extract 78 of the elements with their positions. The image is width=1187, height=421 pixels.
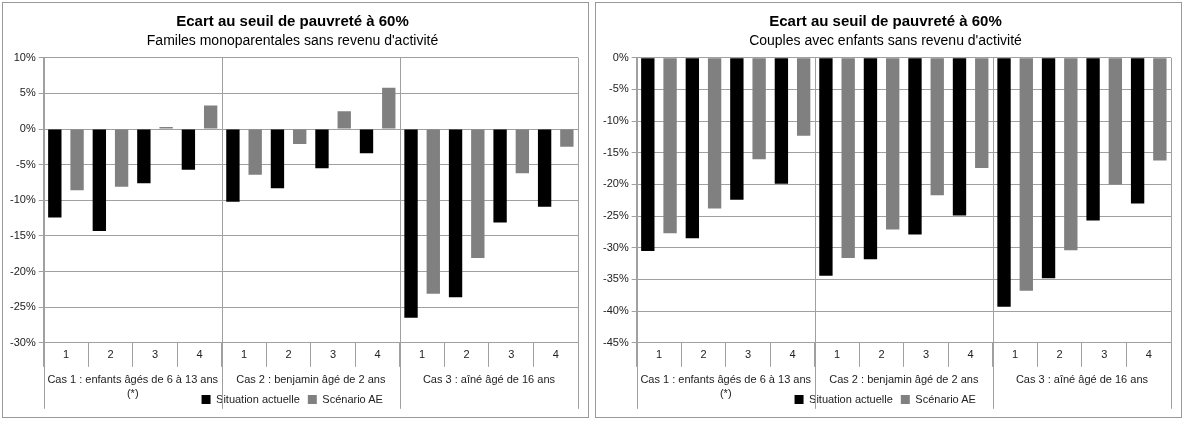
y-tick-label: -15% xyxy=(602,145,629,158)
x-tick-label: 2 xyxy=(1056,348,1063,361)
x-tick-label: 4 xyxy=(967,348,974,361)
y-tick-label: -40% xyxy=(602,304,629,317)
x-tick-label: 3 xyxy=(330,348,337,361)
bar xyxy=(404,129,418,318)
bar xyxy=(114,129,129,187)
chart-title: Ecart au seuil de pauvreté à 60% xyxy=(769,12,1002,30)
bar xyxy=(359,129,374,154)
bar xyxy=(537,129,552,207)
x-tick-label: 3 xyxy=(923,348,930,361)
legend-label: Scénario AE xyxy=(915,392,976,405)
legend-label: Situation actuelle xyxy=(809,392,893,405)
chart-subtitle: Familes monoparentales sans revenu d'activité xyxy=(146,32,439,49)
bar xyxy=(70,129,84,191)
legend-label: Situation actuelle xyxy=(216,392,300,405)
y-tick-label: -25% xyxy=(602,209,629,222)
bar xyxy=(293,129,307,145)
x-tick-label: 1 xyxy=(62,348,70,361)
bar xyxy=(426,129,440,294)
x-tick-label: 2 xyxy=(285,348,292,361)
x-tick-label: 1 xyxy=(1012,348,1019,361)
y-tick-label: -20% xyxy=(9,264,36,277)
text: Cas 2 : benjamin âgé de 2 ans xyxy=(829,373,979,386)
x-tick-label: 4 xyxy=(789,348,796,361)
text: Cas 3 : aîné âgé de 16 ans xyxy=(422,373,556,386)
y-tick-label: -35% xyxy=(602,272,629,285)
y-tick-label: 5% xyxy=(19,86,36,99)
x-tick-label: 4 xyxy=(374,348,381,361)
bar xyxy=(248,129,262,175)
bar xyxy=(515,129,530,174)
x-tick-label: 4 xyxy=(1145,348,1152,361)
y-tick-label: -10% xyxy=(602,114,629,127)
legend-label: Scénario AE xyxy=(322,392,383,405)
y-tick-label: -5% xyxy=(16,157,36,170)
bar xyxy=(382,87,396,129)
x-tick-label: 1 xyxy=(240,348,248,361)
bar xyxy=(92,129,107,231)
x-tick-label: 2 xyxy=(878,348,885,361)
y-tick-label: -25% xyxy=(9,300,36,313)
bar xyxy=(270,129,285,189)
x-tick-label: 4 xyxy=(552,348,559,361)
y-tick-label: -15% xyxy=(9,228,36,241)
bar xyxy=(471,129,485,259)
bar xyxy=(493,129,507,223)
bar xyxy=(48,129,62,218)
x-tick-label: 3 xyxy=(1101,348,1108,361)
bar xyxy=(315,129,329,169)
y-tick-label: 10% xyxy=(13,50,36,63)
x-tick-label: 1 xyxy=(419,348,426,361)
y-tick-label: 0% xyxy=(612,50,629,63)
y-tick-label: -45% xyxy=(602,335,629,348)
y-tick-label: -30% xyxy=(602,240,629,253)
bar xyxy=(181,129,196,170)
y-tick-label: -10% xyxy=(9,193,36,206)
x-tick-label: 4 xyxy=(196,348,203,361)
x-tick-label: 2 xyxy=(463,348,470,361)
bar xyxy=(203,105,218,129)
bar xyxy=(226,129,240,202)
y-tick-label: -5% xyxy=(609,82,629,95)
y-tick-label: -20% xyxy=(602,177,629,190)
y-tick-label: -30% xyxy=(9,335,36,348)
x-tick-label: 2 xyxy=(700,348,707,361)
x-tick-label: 3 xyxy=(508,348,515,361)
x-tick-label: 3 xyxy=(744,348,752,361)
chart-subtitle: Couples avec enfants sans revenu d'activité xyxy=(749,32,1023,49)
y-tick-label: 0% xyxy=(19,122,36,135)
x-tick-label: 2 xyxy=(107,348,114,361)
text: Cas 2 : benjamin âgé de 2 ans xyxy=(236,373,386,386)
bar xyxy=(448,129,463,298)
chart-title: Ecart au seuil de pauvreté à 60% xyxy=(176,12,409,30)
x-tick-label: 1 xyxy=(655,348,663,361)
x-tick-label: 3 xyxy=(151,348,159,361)
bar xyxy=(337,111,351,129)
x-tick-label: 1 xyxy=(833,348,841,361)
bar xyxy=(137,129,151,184)
bar xyxy=(560,129,574,147)
text: Cas 3 : aîné âgé de 16 ans xyxy=(1015,373,1149,386)
